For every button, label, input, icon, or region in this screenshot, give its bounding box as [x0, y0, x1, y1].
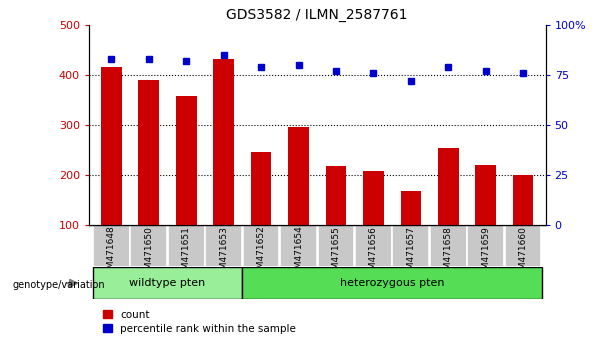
- Text: GSM471658: GSM471658: [444, 225, 453, 280]
- Legend: count, percentile rank within the sample: count, percentile rank within the sample: [103, 310, 295, 334]
- Bar: [326, 166, 346, 225]
- Text: GSM471660: GSM471660: [519, 225, 528, 280]
- Bar: [213, 59, 234, 225]
- Bar: [355, 225, 392, 267]
- Bar: [430, 225, 466, 267]
- Bar: [476, 165, 496, 225]
- Bar: [318, 225, 354, 267]
- Bar: [93, 267, 242, 299]
- Bar: [400, 191, 421, 225]
- Bar: [438, 148, 459, 225]
- Text: GSM471657: GSM471657: [406, 225, 416, 280]
- Bar: [139, 80, 159, 225]
- Text: GSM471652: GSM471652: [257, 225, 265, 280]
- Text: GSM471656: GSM471656: [369, 225, 378, 280]
- Bar: [243, 225, 280, 267]
- Bar: [101, 67, 121, 225]
- Bar: [242, 267, 542, 299]
- Bar: [93, 225, 130, 267]
- Bar: [363, 171, 384, 225]
- Bar: [176, 96, 197, 225]
- Text: GSM471650: GSM471650: [144, 225, 153, 280]
- Bar: [288, 127, 309, 225]
- Text: GSM471653: GSM471653: [219, 225, 228, 280]
- Bar: [467, 225, 504, 267]
- Text: GSM471659: GSM471659: [481, 225, 490, 280]
- Bar: [280, 225, 317, 267]
- Text: GSM471651: GSM471651: [181, 225, 191, 280]
- Bar: [251, 152, 272, 225]
- Text: wildtype pten: wildtype pten: [129, 278, 205, 288]
- Bar: [513, 175, 533, 225]
- Bar: [504, 225, 541, 267]
- Bar: [168, 225, 205, 267]
- Text: GSM471654: GSM471654: [294, 225, 303, 280]
- Text: GSM471655: GSM471655: [332, 225, 340, 280]
- Bar: [205, 225, 242, 267]
- Bar: [392, 225, 429, 267]
- Bar: [131, 225, 167, 267]
- Text: genotype/variation: genotype/variation: [12, 280, 105, 290]
- Text: GSM471648: GSM471648: [107, 225, 116, 280]
- Text: heterozygous pten: heterozygous pten: [340, 278, 444, 288]
- Title: GDS3582 / ILMN_2587761: GDS3582 / ILMN_2587761: [226, 8, 408, 22]
